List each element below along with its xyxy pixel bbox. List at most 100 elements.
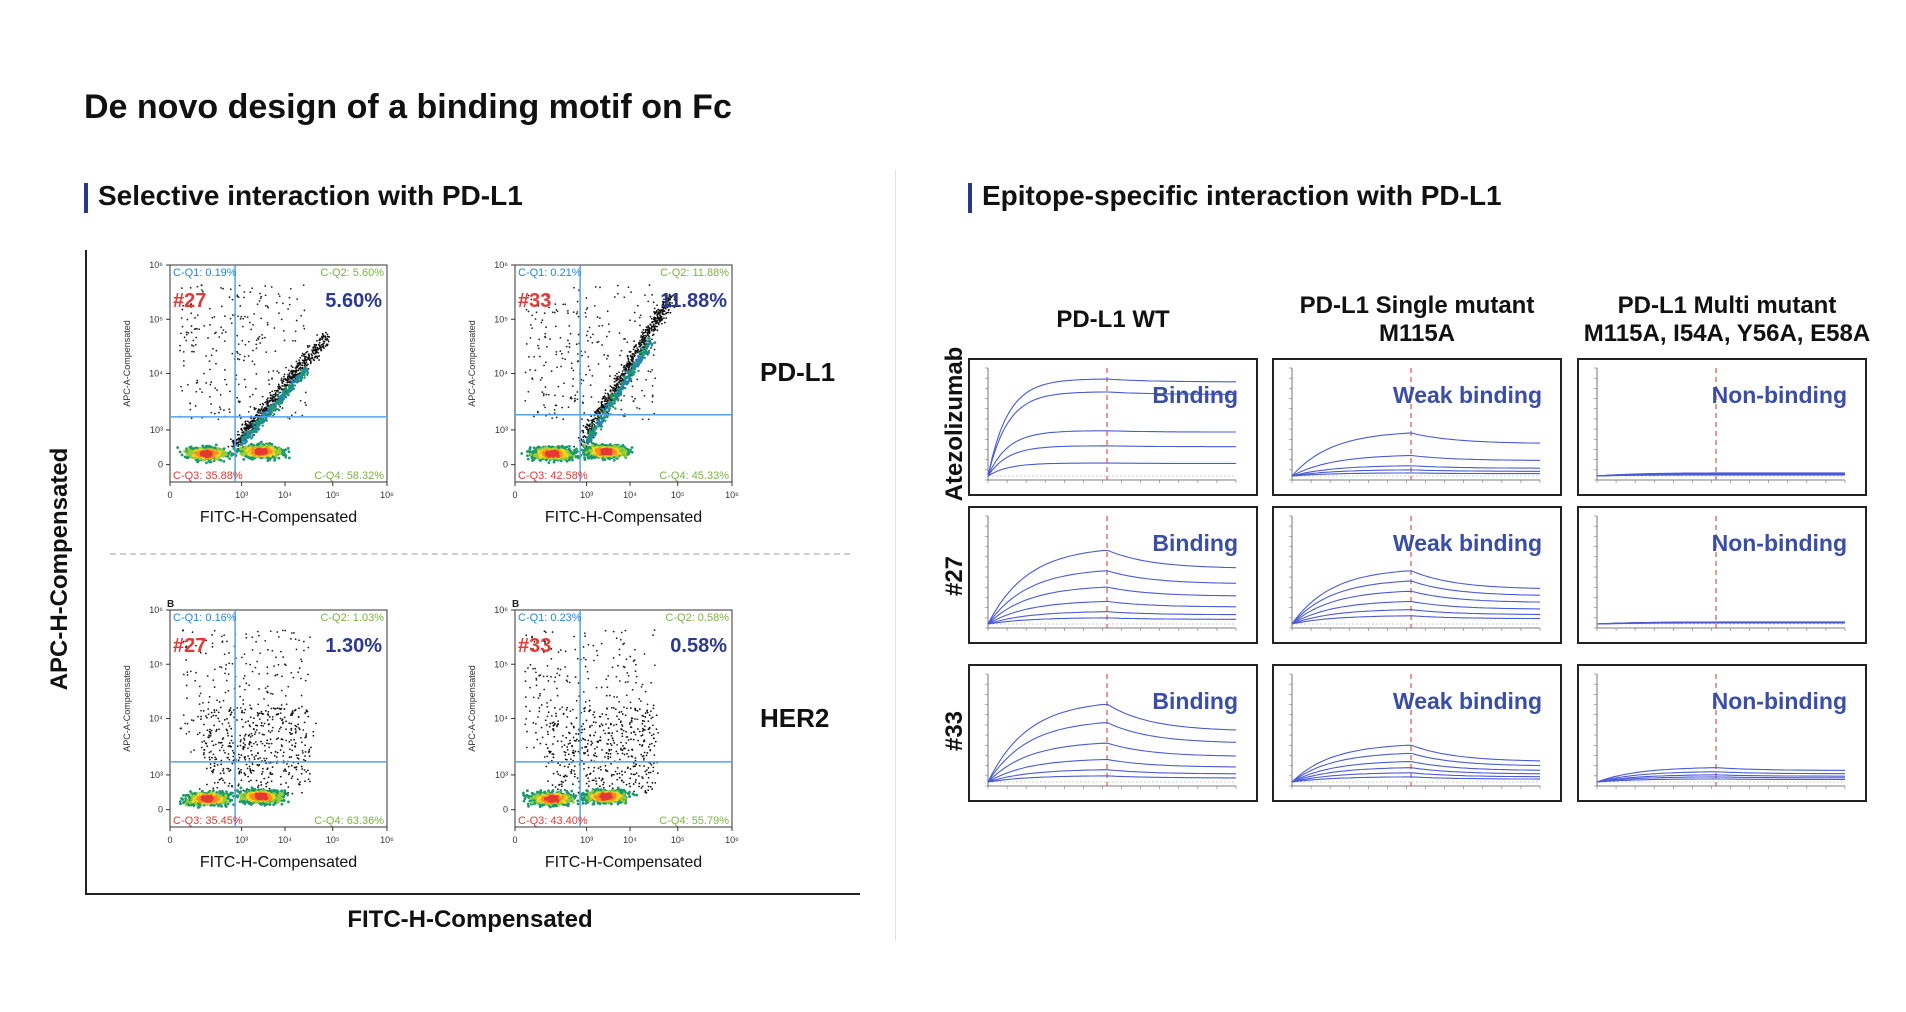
event-cloud xyxy=(178,629,317,809)
sensorgram-curve xyxy=(987,742,1237,783)
sensorgram-curve xyxy=(987,378,1236,477)
sensorgram-curve xyxy=(1291,570,1541,625)
sensorgram-curve xyxy=(1291,615,1540,625)
clone-label: #27 xyxy=(173,290,206,312)
panel-y-axis-label: APC-A-Compensated xyxy=(467,320,477,407)
sensorgram-curve xyxy=(1291,455,1541,477)
y-tick-label: 10⁶ xyxy=(149,260,163,270)
quadrant-q4-label: C-Q4: 45.33% xyxy=(659,470,729,482)
spr-sensorgram: Non-binding xyxy=(1577,358,1867,496)
sensorgram-curve xyxy=(987,570,1237,625)
y-tick-label: 0 xyxy=(158,805,163,815)
row-separator xyxy=(110,553,850,555)
x-tick-label: 10⁶ xyxy=(380,835,394,845)
sensorgram-plot xyxy=(1594,515,1846,631)
sensorgram-curve xyxy=(1291,465,1540,477)
sensorgram-curve xyxy=(1291,432,1540,477)
spr-sensorgram: Weak binding xyxy=(1272,506,1562,644)
x-tick-label: 10⁵ xyxy=(326,490,340,500)
quadrant-q2-label: C-Q2: 0.58% xyxy=(665,612,729,624)
outer-x-axis xyxy=(85,893,860,895)
binding-status-label: Binding xyxy=(1152,688,1238,714)
sensorgram-curve xyxy=(1291,590,1541,625)
sensorgram-curve xyxy=(1291,776,1540,783)
column-header-line: PD-L1 Multi mutant xyxy=(1617,292,1837,319)
binding-status-label: Binding xyxy=(1152,530,1238,556)
x-tick-label: 10⁵ xyxy=(671,835,685,845)
column-header-multi: PD-L1 Multi mutant M115A, I54A, Y56A, E5… xyxy=(1572,292,1882,348)
sensorgram-curve xyxy=(1291,767,1541,783)
flow-plot: C-Q1: 0.23% C-Q2: 0.58% C-Q3: 43.40% C-Q4: … xyxy=(467,600,739,871)
x-tick-label: 0 xyxy=(167,835,172,845)
binding-status-label: Weak binding xyxy=(1392,382,1542,408)
sensorgram-curve xyxy=(987,722,1237,783)
spr-sensorgram: Binding xyxy=(968,506,1258,644)
x-tick-label: 0 xyxy=(512,835,517,845)
sensorgram-curve xyxy=(1291,580,1540,625)
sensorgram-curve xyxy=(987,600,1236,625)
x-tick-label: 10⁴ xyxy=(278,490,292,500)
x-tick-label: 10⁶ xyxy=(725,835,739,845)
percent-label: 0.58% xyxy=(670,635,727,657)
sensorgram-curve xyxy=(1291,744,1541,783)
y-tick-label: 10³ xyxy=(150,425,163,435)
quadrant-q3-label: C-Q3: 42.58% xyxy=(518,470,588,482)
sensorgram-plot xyxy=(1289,515,1541,631)
sensorgram-plot xyxy=(985,367,1237,483)
column-header-line: M115A, I54A, Y56A, E58A xyxy=(1583,320,1871,347)
panel-x-axis-label: FITC-H-Compensated xyxy=(545,509,702,526)
binding-status-label: Non-binding xyxy=(1711,382,1847,408)
outer-y-axis xyxy=(85,250,87,895)
y-tick-label: 10³ xyxy=(150,770,163,780)
flow-plot: C-Q1: 0.19% C-Q2: 5.60% C-Q3: 35.88% C-Q4: … xyxy=(122,260,394,526)
column-header-wt: PD-L1 WT xyxy=(968,306,1258,334)
outer-x-axis-label: FITC-H-Compensated xyxy=(347,906,593,933)
y-tick-label: 10³ xyxy=(495,425,508,435)
sensorgram-curve xyxy=(987,775,1236,783)
x-tick-label: 10³ xyxy=(580,835,593,845)
sensorgram-curve xyxy=(1291,772,1540,783)
y-tick-label: 10⁶ xyxy=(149,605,163,615)
row-header-atezolizumab: Atezolizumab xyxy=(941,346,968,502)
sensorgram-plot xyxy=(1594,367,1846,483)
row-header-27: #27 xyxy=(941,555,968,597)
sensorgram-curve xyxy=(987,586,1236,625)
sensorgram-curve xyxy=(1291,600,1540,625)
flow-panel: C-Q1: 0.21% C-Q2: 11.88% C-Q3: 42.58% C-Q4:… xyxy=(445,255,745,555)
sensorgram-curve xyxy=(1596,771,1845,783)
column-header-line: PD-L1 Single mutant xyxy=(1299,292,1535,319)
sensorgram-plot xyxy=(1289,367,1541,483)
y-tick-label: 10⁵ xyxy=(149,659,163,669)
x-tick-label: 10³ xyxy=(235,835,248,845)
x-tick-label: 10³ xyxy=(580,490,593,500)
flow-panel: C-Q1: 0.16% C-Q2: 1.03% C-Q3: 35.45% C-Q4: … xyxy=(100,600,400,900)
sensorgram-curve xyxy=(987,769,1236,783)
panel-y-axis-label: APC-A-Compensated xyxy=(122,320,132,407)
x-tick-label: 10⁴ xyxy=(278,835,292,845)
sensorgram-curve xyxy=(987,617,1236,625)
sensorgram-curve xyxy=(987,703,1237,783)
spr-sensorgram: Binding xyxy=(968,358,1258,496)
outer-y-axis-label: APC-H-Compensated xyxy=(46,447,73,691)
panel-x-axis-label: FITC-H-Compensated xyxy=(200,854,357,871)
sensorgram-curve xyxy=(1291,761,1541,783)
percent-label: 11.88% xyxy=(660,290,727,312)
quadrant-q3-label: C-Q3: 35.45% xyxy=(173,815,243,827)
right-section-title: Epitope-specific interaction with PD-L1 xyxy=(982,180,1502,211)
sensorgram-curve xyxy=(1291,469,1540,477)
sensorgram-plot xyxy=(1594,673,1846,789)
binding-status-label: Non-binding xyxy=(1711,530,1847,556)
panel-tag: B xyxy=(167,600,174,610)
y-tick-label: 10⁵ xyxy=(494,314,508,324)
spr-sensorgram: Non-binding xyxy=(1577,664,1867,802)
sensorgram-curve xyxy=(987,430,1236,477)
sensorgram-curve xyxy=(987,445,1236,477)
sensorgram-curve xyxy=(987,549,1237,625)
quadrant-q4-label: C-Q4: 55.79% xyxy=(659,815,729,827)
panel-y-axis-label: APC-A-Compensated xyxy=(122,665,132,752)
percent-label: 1.30% xyxy=(325,635,382,657)
x-tick-label: 10⁶ xyxy=(380,490,394,500)
page-title: De novo design of a binding motif on Fc xyxy=(84,88,732,126)
sensorgram-plot xyxy=(985,515,1237,631)
binding-status-label: Binding xyxy=(1152,382,1238,408)
